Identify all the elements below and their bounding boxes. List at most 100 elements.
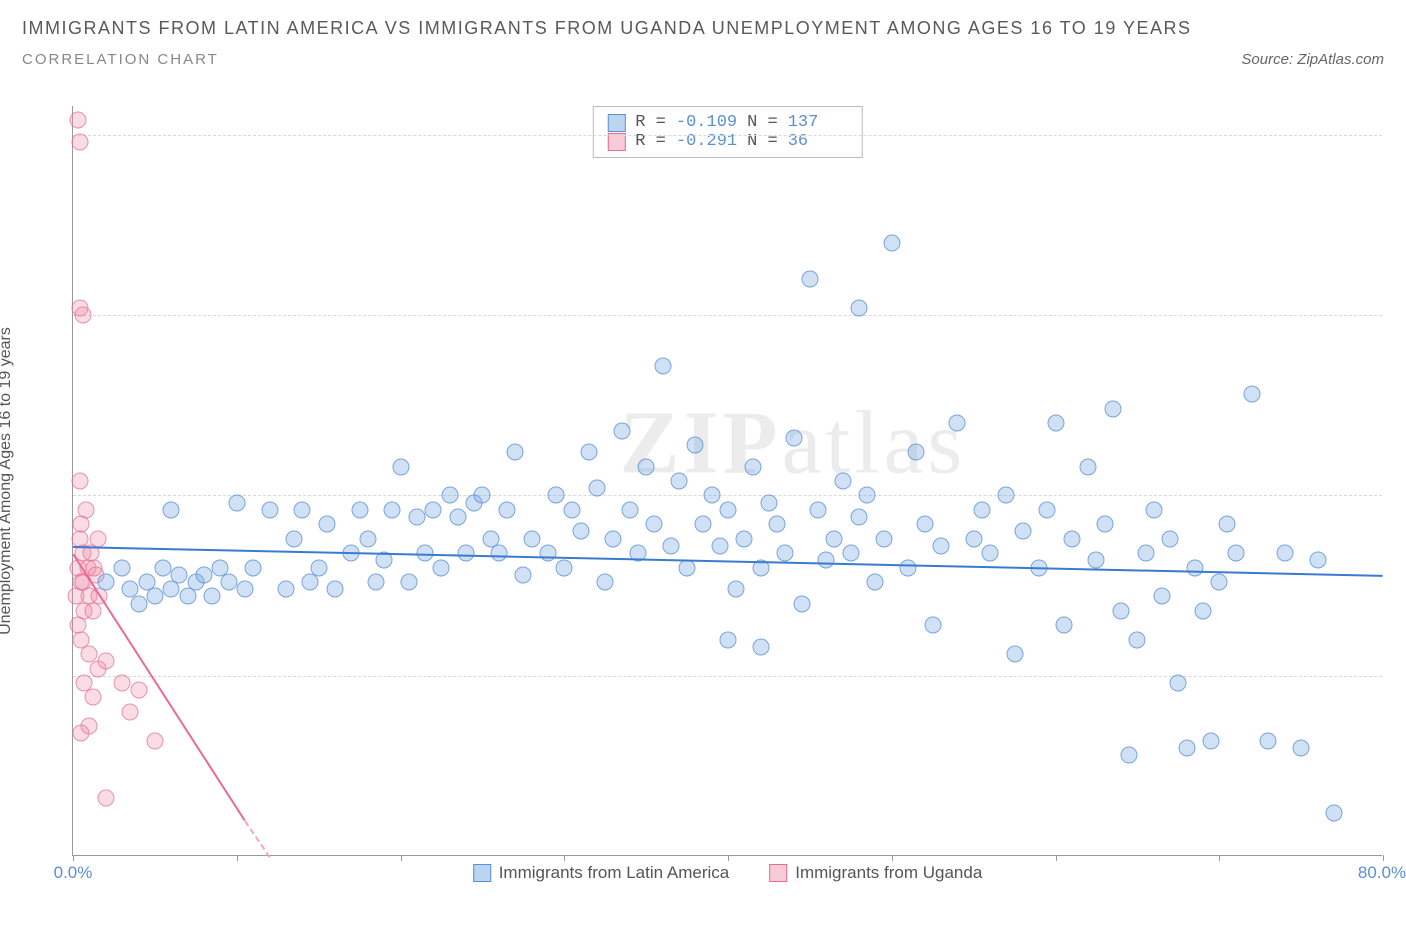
data-point-blue xyxy=(196,566,213,583)
data-point-blue xyxy=(1170,674,1187,691)
x-tick xyxy=(401,855,402,861)
plot-area: ZIPatlas R = -0.109 N = 137 R = -0.291 N… xyxy=(72,106,1382,856)
data-point-blue xyxy=(908,444,925,461)
data-point-blue xyxy=(539,545,556,562)
data-point-blue xyxy=(1039,501,1056,518)
data-point-blue xyxy=(1080,458,1097,475)
data-point-blue xyxy=(695,516,712,533)
x-tick xyxy=(1383,855,1384,861)
data-point-blue xyxy=(1244,386,1261,403)
data-point-blue xyxy=(851,299,868,316)
data-point-blue xyxy=(310,559,327,576)
data-point-blue xyxy=(1309,552,1326,569)
swatch-blue-icon xyxy=(607,114,625,132)
x-tick xyxy=(73,855,74,861)
data-point-blue xyxy=(916,516,933,533)
data-point-blue xyxy=(654,357,671,374)
y-axis-label: Unemployment Among Ages 16 to 19 years xyxy=(0,327,15,635)
data-point-blue xyxy=(351,501,368,518)
data-point-blue xyxy=(367,573,384,590)
chart-title: IMMIGRANTS FROM LATIN AMERICA VS IMMIGRA… xyxy=(0,0,1406,39)
data-point-blue xyxy=(703,487,720,504)
data-point-blue xyxy=(1055,617,1072,634)
data-point-blue xyxy=(286,530,303,547)
data-point-blue xyxy=(605,530,622,547)
gridline-h xyxy=(73,315,1382,316)
data-point-pink xyxy=(97,790,114,807)
data-point-blue xyxy=(228,494,245,511)
data-point-blue xyxy=(1014,523,1031,540)
data-point-blue xyxy=(1129,631,1146,648)
legend-label-blue: Immigrants from Latin America xyxy=(499,863,730,883)
data-point-blue xyxy=(1153,588,1170,605)
data-point-blue xyxy=(744,458,761,475)
data-point-blue xyxy=(867,573,884,590)
data-point-blue xyxy=(1063,530,1080,547)
data-point-blue xyxy=(171,566,188,583)
data-point-blue xyxy=(613,422,630,439)
x-tick xyxy=(728,855,729,861)
data-point-blue xyxy=(998,487,1015,504)
data-point-blue xyxy=(1104,400,1121,417)
data-point-blue xyxy=(163,581,180,598)
data-point-blue xyxy=(507,444,524,461)
data-point-blue xyxy=(441,487,458,504)
data-point-blue xyxy=(425,501,442,518)
data-point-blue xyxy=(932,537,949,554)
gridline-h xyxy=(73,495,1382,496)
data-point-blue xyxy=(1194,602,1211,619)
data-point-pink xyxy=(74,307,91,324)
x-tick-min: 0.0% xyxy=(54,863,93,883)
swatch-blue-icon xyxy=(473,864,491,882)
data-point-blue xyxy=(842,545,859,562)
y-tick-label: 25.0% xyxy=(1390,485,1406,505)
data-point-blue xyxy=(949,415,966,432)
data-point-blue xyxy=(818,552,835,569)
data-point-blue xyxy=(769,516,786,533)
data-point-blue xyxy=(646,516,663,533)
data-point-pink xyxy=(71,134,88,151)
data-point-blue xyxy=(826,530,843,547)
data-point-blue xyxy=(1088,552,1105,569)
data-point-pink xyxy=(97,653,114,670)
data-point-blue xyxy=(973,501,990,518)
gridline-h xyxy=(73,676,1382,677)
chart-container: Unemployment Among Ages 16 to 19 years Z… xyxy=(22,106,1384,886)
data-point-blue xyxy=(548,487,565,504)
data-point-blue xyxy=(670,473,687,490)
data-point-blue xyxy=(97,573,114,590)
data-point-blue xyxy=(523,530,540,547)
data-point-blue xyxy=(1006,646,1023,663)
stat-legend: R = -0.109 N = 137 R = -0.291 N = 36 xyxy=(592,106,862,158)
data-point-blue xyxy=(327,581,344,598)
data-point-blue xyxy=(474,487,491,504)
watermark-light: atlas xyxy=(781,394,966,493)
data-point-blue xyxy=(392,458,409,475)
y-tick-label: 50.0% xyxy=(1390,125,1406,145)
legend-label-pink: Immigrants from Uganda xyxy=(795,863,982,883)
data-point-blue xyxy=(261,501,278,518)
data-point-blue xyxy=(1178,739,1195,756)
data-point-blue xyxy=(458,545,475,562)
data-point-blue xyxy=(498,501,515,518)
x-tick xyxy=(237,855,238,861)
data-point-pink xyxy=(69,112,86,129)
x-tick xyxy=(564,855,565,861)
data-point-blue xyxy=(785,429,802,446)
data-point-pink xyxy=(122,703,139,720)
data-point-blue xyxy=(1096,516,1113,533)
legend-item-pink: Immigrants from Uganda xyxy=(769,863,982,883)
x-tick xyxy=(892,855,893,861)
data-point-blue xyxy=(277,581,294,598)
data-point-blue xyxy=(130,595,147,612)
bottom-legend: Immigrants from Latin America Immigrants… xyxy=(473,863,983,883)
data-point-blue xyxy=(1260,732,1277,749)
r-value-blue: -0.109 xyxy=(676,113,737,132)
data-point-blue xyxy=(900,559,917,576)
data-point-blue xyxy=(589,480,606,497)
data-point-blue xyxy=(662,537,679,554)
data-point-blue xyxy=(1162,530,1179,547)
data-point-blue xyxy=(1186,559,1203,576)
data-point-blue xyxy=(1203,732,1220,749)
y-tick-label: 12.5% xyxy=(1390,666,1406,686)
